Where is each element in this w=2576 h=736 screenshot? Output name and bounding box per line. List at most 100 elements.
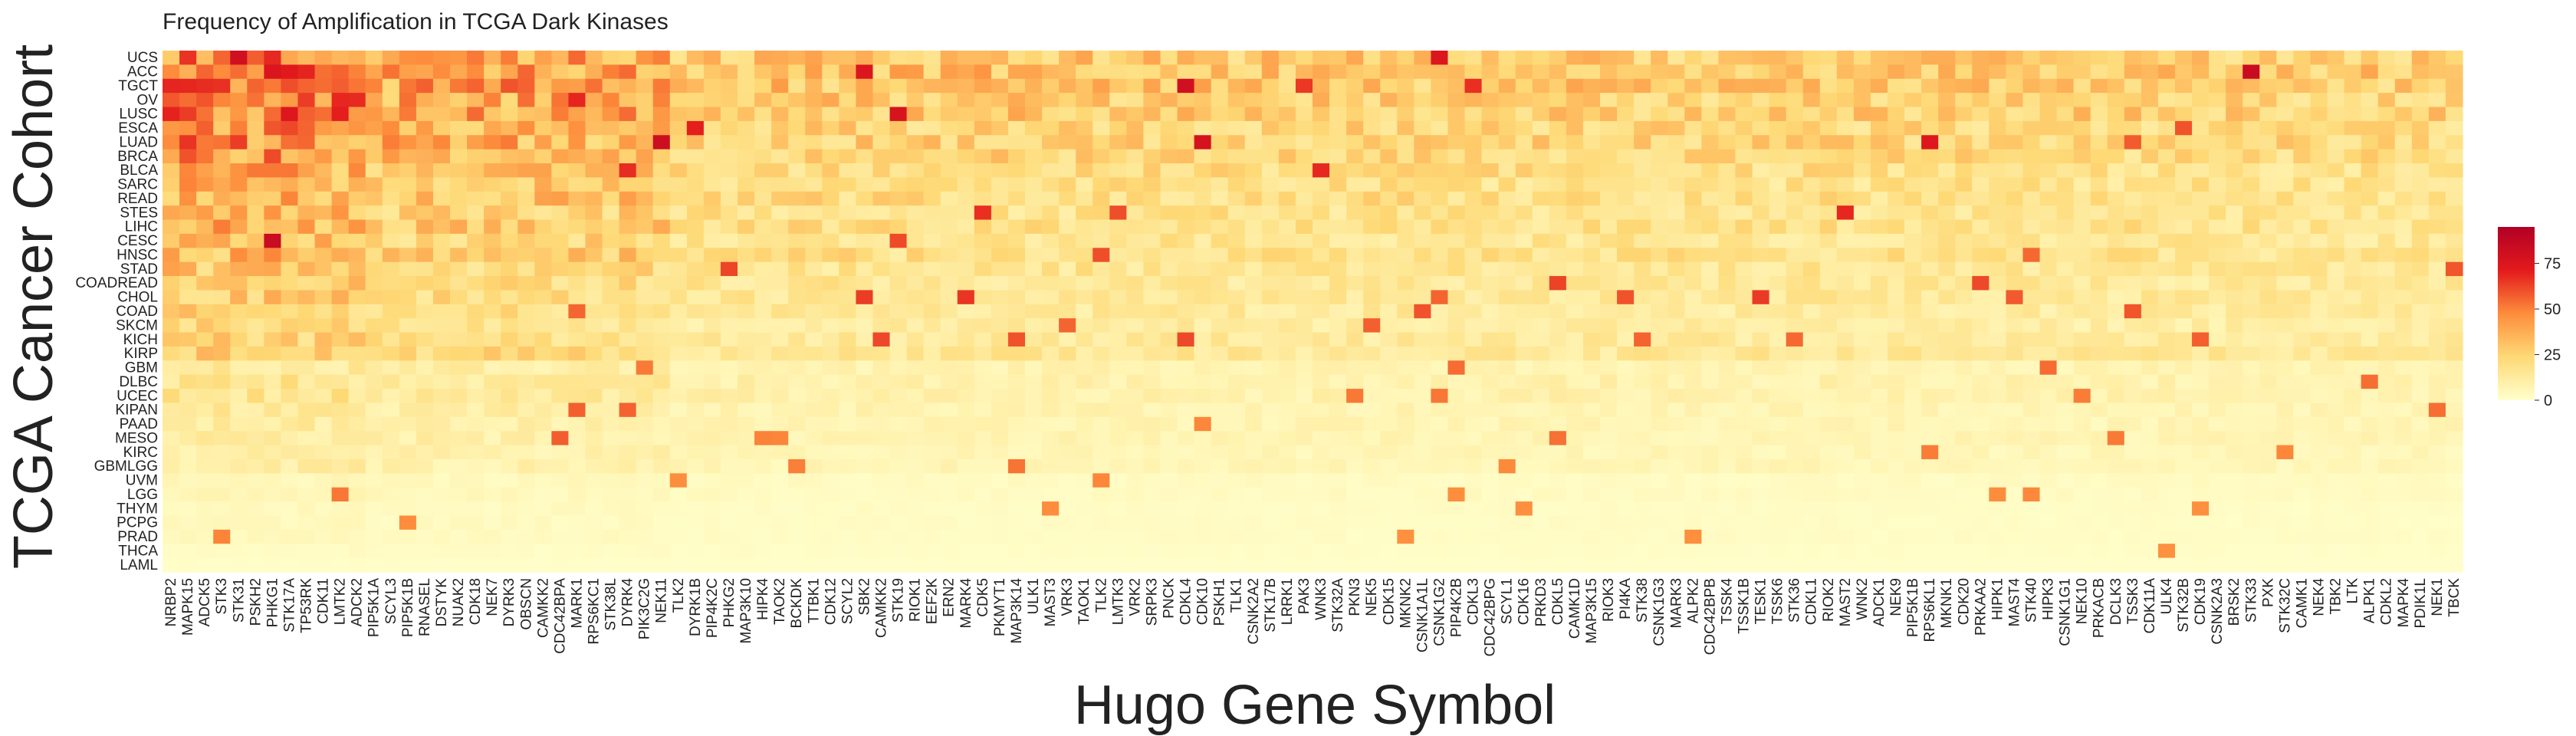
heatmap-cell	[348, 458, 366, 474]
heatmap-cell	[1668, 107, 1685, 122]
heatmap-cell	[1329, 290, 1347, 305]
heatmap-cell	[2157, 445, 2176, 460]
heatmap-cell	[1735, 416, 1753, 432]
heatmap-cell	[2175, 416, 2193, 432]
heatmap-cell	[1718, 205, 1737, 221]
heatmap-cell	[1600, 261, 1618, 277]
heatmap-cell	[1278, 515, 1296, 531]
heatmap-cell	[432, 261, 451, 277]
heatmap-cell	[399, 51, 417, 65]
heatmap-cell	[1752, 445, 1770, 460]
heatmap-cell	[230, 402, 248, 418]
heatmap-cell	[991, 402, 1009, 418]
heatmap-cell	[906, 360, 925, 376]
heatmap-cell	[1261, 64, 1280, 80]
heatmap-cell	[771, 557, 789, 573]
heatmap-cell	[1313, 135, 1330, 150]
heatmap-cell	[484, 515, 501, 531]
heatmap-cell	[1092, 276, 1110, 291]
heatmap-cell	[1464, 332, 1483, 347]
heatmap-cell	[163, 261, 180, 277]
heatmap-cell	[314, 51, 333, 65]
heatmap-cell	[1313, 515, 1330, 531]
heatmap-cell	[1397, 346, 1414, 361]
heatmap-cell	[1042, 389, 1060, 404]
heatmap-cell	[1668, 431, 1685, 446]
heatmap-cell	[365, 402, 383, 418]
heatmap-cell	[1532, 389, 1550, 404]
heatmap-cell	[2175, 51, 2193, 65]
heatmap-cell	[974, 557, 992, 573]
heatmap-cell	[686, 248, 705, 263]
heatmap-cell	[2226, 276, 2243, 291]
heatmap-cell	[1007, 149, 1026, 164]
heatmap-cell	[1600, 473, 1618, 488]
heatmap-cell	[2192, 64, 2210, 80]
heatmap-cell	[1549, 219, 1567, 235]
heatmap-cell	[1414, 487, 1432, 502]
heatmap-cell	[1380, 107, 1398, 122]
heatmap-cell	[1295, 416, 1313, 432]
heatmap-cell	[2192, 416, 2210, 432]
heatmap-cell	[1972, 544, 1990, 559]
heatmap-cell	[2006, 445, 2024, 460]
heatmap-cell	[1464, 389, 1483, 404]
heatmap-cell	[1600, 318, 1618, 334]
heatmap-cell	[2293, 374, 2312, 389]
heatmap-cell	[1718, 445, 1737, 460]
heatmap-cell	[179, 177, 197, 192]
heatmap-cell	[2157, 51, 2176, 65]
heatmap-cell	[568, 544, 586, 559]
heatmap-cell	[1617, 445, 1635, 460]
heatmap-cell	[432, 219, 451, 235]
heatmap-cell	[2209, 191, 2226, 206]
heatmap-cell	[2157, 544, 2176, 559]
heatmap-cell	[1194, 248, 1212, 263]
heatmap-cell	[2124, 332, 2142, 347]
heatmap-cell	[2327, 431, 2345, 446]
heatmap-cell	[467, 374, 485, 389]
heatmap-cell	[1059, 473, 1076, 488]
heatmap-cell	[2361, 290, 2379, 305]
heatmap-cell	[331, 473, 350, 488]
heatmap-cell	[2175, 93, 2193, 108]
heatmap-cell	[2411, 51, 2430, 65]
heatmap-cell	[348, 248, 366, 263]
heatmap-cell	[382, 501, 400, 517]
heatmap-cell	[534, 346, 552, 361]
heatmap-cell	[1143, 93, 1162, 108]
heatmap-cell	[1752, 51, 1770, 65]
heatmap-cell	[264, 107, 282, 122]
heatmap-cell	[2124, 458, 2142, 474]
heatmap-cell	[1651, 219, 1668, 235]
heatmap-cell	[230, 458, 248, 474]
heatmap-cell	[297, 163, 316, 179]
heatmap-cell	[501, 557, 518, 573]
heatmap-cell	[1278, 431, 1296, 446]
heatmap-cell	[2242, 163, 2260, 179]
heatmap-cell	[2039, 445, 2058, 460]
heatmap-cell	[788, 276, 806, 291]
heatmap-cell	[1346, 501, 1364, 517]
heatmap-cell	[348, 205, 366, 221]
heatmap-cell	[906, 487, 925, 502]
heatmap-cell	[2310, 135, 2328, 150]
heatmap-cell	[467, 261, 485, 277]
heatmap-cell	[1092, 191, 1110, 206]
heatmap-cell	[1447, 191, 1466, 206]
heatmap-cell	[872, 135, 891, 150]
heatmap-cell	[669, 389, 688, 404]
heatmap-cell	[2209, 51, 2226, 65]
heatmap-cell	[1194, 149, 1212, 164]
heatmap-cell	[906, 93, 925, 108]
heatmap-cell	[213, 318, 231, 334]
heatmap-cell	[1769, 135, 1787, 150]
heatmap-cell	[1177, 402, 1195, 418]
heatmap-cell	[619, 318, 637, 334]
heatmap-cell	[297, 248, 316, 263]
heatmap-cell	[754, 402, 772, 418]
heatmap-cell	[2073, 501, 2091, 517]
heatmap-cell	[1836, 402, 1855, 418]
heatmap-cell	[2377, 318, 2396, 334]
heatmap-cell	[1888, 120, 1905, 136]
